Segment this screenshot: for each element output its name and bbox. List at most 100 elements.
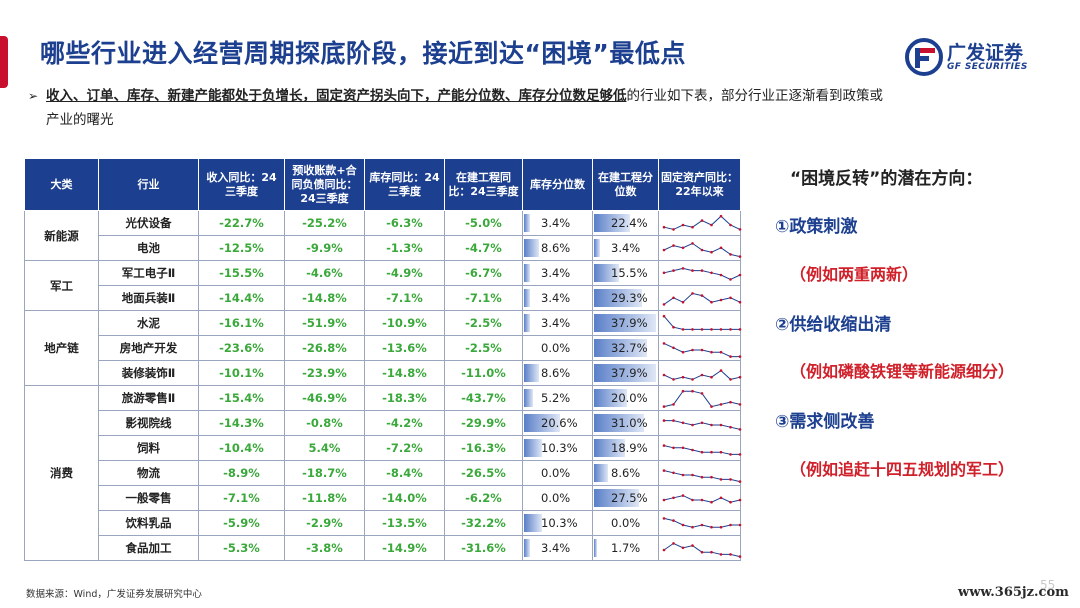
industry-cell: 食品加工 (98, 535, 199, 561)
advance-receipts-yoy-cell: 5.4% (284, 435, 365, 461)
sparkline-point (681, 300, 685, 304)
construction-yoy-cell: -2.5% (444, 335, 523, 361)
sparkline-point (729, 553, 732, 556)
fixed-asset-sparkline-cell (658, 310, 742, 336)
revenue-yoy-cell: -16.1% (198, 310, 285, 336)
revenue-yoy-cell: -12.5% (198, 235, 285, 261)
percentile-value: 0.0% (541, 341, 571, 355)
inventory-yoy-cell: -7.2% (364, 435, 445, 461)
construction-yoy-cell: -6.2% (444, 485, 523, 511)
sparkline (662, 369, 742, 381)
inventory-percentile-cell: 0.0% (522, 460, 593, 486)
percentile-value: 3.4% (541, 216, 571, 230)
table-header-row: 大类 行业 收入同比：24三季度 预收账款+合同负债同比：24三季度 库存同比：24三季… (24, 158, 741, 211)
percentile-bar (594, 264, 620, 282)
sparkline-point (662, 248, 666, 252)
sparkline-point (691, 448, 694, 452)
sparkline-point (691, 378, 694, 381)
construction-percentile-cell: 20.0% (592, 385, 659, 411)
percentile-value: 3.4% (541, 291, 571, 305)
sparkline-point (662, 469, 666, 472)
revenue-yoy-cell: -10.4% (198, 435, 285, 461)
sparkline (662, 444, 742, 456)
inventory-yoy-cell: -14.0% (364, 485, 445, 511)
category-cell: 地产链 (24, 310, 99, 386)
category-cell: 军工 (24, 260, 99, 311)
percentile-bar (524, 389, 533, 407)
inventory-yoy-cell: -13.6% (364, 335, 445, 361)
inventory-yoy-cell: -10.9% (364, 310, 445, 336)
sparkline-point (729, 278, 732, 281)
sparkline-point (738, 300, 742, 304)
sparkline-point (681, 523, 685, 527)
sparkline-point (672, 471, 675, 475)
construction-yoy-cell: -43.7% (444, 385, 523, 411)
percentile-value: 3.4% (541, 316, 571, 330)
revenue-yoy-cell: -15.4% (198, 385, 285, 411)
inventory-percentile-cell: 3.4% (522, 310, 593, 336)
industry-cell: 饮料乳品 (98, 510, 199, 536)
percentile-bar (594, 539, 597, 557)
table-row: 新能源 光伏设备 -22.7% -25.2% -6.3% -5.0% 3.4% 22.4% (24, 210, 742, 261)
table-row: 食品加工 -5.3% -3.8% -14.9% -31.6% 3.4% 1.7% (25, 535, 742, 561)
construction-yoy-cell: -16.3% (444, 435, 523, 461)
percentile-bar (594, 214, 631, 232)
sparkline-path (663, 542, 741, 558)
sparkline-point (738, 498, 742, 502)
sparkline-point (710, 375, 713, 379)
inventory-yoy-cell: -4.9% (364, 260, 445, 286)
table-row: 影视院线 -14.3% -0.8% -4.2% -29.9% 20.6% 31.0% (25, 410, 742, 436)
table-row: 饮料乳品 -5.9% -2.9% -13.5% -32.2% 10.3% 0.0% (25, 510, 742, 536)
construction-percentile-cell: 0.0% (592, 510, 659, 536)
sparkline-point (700, 373, 704, 377)
construction-yoy-cell: -2.5% (444, 310, 523, 336)
sparkline-point (738, 228, 742, 231)
percentile-value: 31.0% (611, 416, 648, 430)
advance-receipts-yoy-cell: -4.6% (284, 260, 365, 286)
percentile-value: 0.0% (541, 466, 571, 480)
table-row: 地面兵装Ⅱ -14.4% -14.8% -7.1% -7.1% 3.4% 29.3% (25, 285, 742, 311)
table-row: 消费 旅游零售Ⅱ -15.4% -46.9% -18.3% -43.7% 5.2% 20.0% (24, 385, 742, 561)
sparkline-point (662, 444, 666, 447)
sparkline (662, 469, 742, 483)
sparkline-point (662, 373, 666, 377)
sparkline-point (672, 378, 675, 381)
inventory-yoy-cell: -13.5% (364, 510, 445, 536)
sparkline-point (738, 555, 742, 558)
sparkline-point (738, 428, 742, 431)
sparkline-point (672, 346, 675, 350)
percentile-value: 8.6% (611, 466, 641, 480)
percentile-bar (524, 264, 530, 282)
fixed-asset-sparkline-cell (658, 385, 742, 411)
inventory-percentile-cell: 0.0% (522, 335, 593, 361)
direction-heading: ②供给收缩出清 (775, 315, 892, 335)
sparkline-point (738, 480, 742, 483)
sparkline-point (719, 450, 723, 454)
sparkline-point (729, 500, 732, 504)
construction-yoy-cell: -6.7% (444, 260, 523, 286)
percentile-bar (594, 414, 645, 432)
bullet-arrow-icon: ➢ (28, 89, 39, 103)
construction-yoy-cell: -26.5% (444, 460, 523, 486)
inventory-percentile-cell: 8.6% (522, 235, 593, 261)
page-title: 哪些行业进入经营周期探底阶段，接近到达“困境”最低点 (40, 39, 686, 68)
sparkline-point (729, 328, 732, 331)
direction-example: （例如磷酸铁锂等新能源细分） (790, 362, 1015, 381)
fixed-asset-sparkline-cell (658, 535, 742, 561)
direction-heading: ①政策刺激 (775, 217, 858, 237)
title-accent-bar (0, 36, 8, 88)
sparkline-point (691, 348, 694, 352)
inventory-percentile-cell: 5.2% (522, 385, 593, 411)
advance-receipts-yoy-cell: -23.9% (284, 360, 365, 386)
industry-table: 大类 行业 收入同比：24三季度 预收账款+合同负债同比：24三季度 库存同比：24三季… (24, 158, 742, 561)
inventory-percentile-cell: 3.4% (522, 210, 593, 236)
sparkline-point (719, 553, 723, 556)
sparkline-point (710, 550, 713, 554)
revenue-yoy-cell: -14.4% (198, 285, 285, 311)
direction-example: （例如两重两新） (790, 265, 919, 284)
revenue-yoy-cell: -5.9% (198, 510, 285, 536)
industry-cell: 光伏设备 (98, 210, 199, 236)
revenue-yoy-cell: -10.1% (198, 360, 285, 386)
percentile-bar (524, 314, 530, 332)
gf-logo-icon (905, 38, 943, 76)
